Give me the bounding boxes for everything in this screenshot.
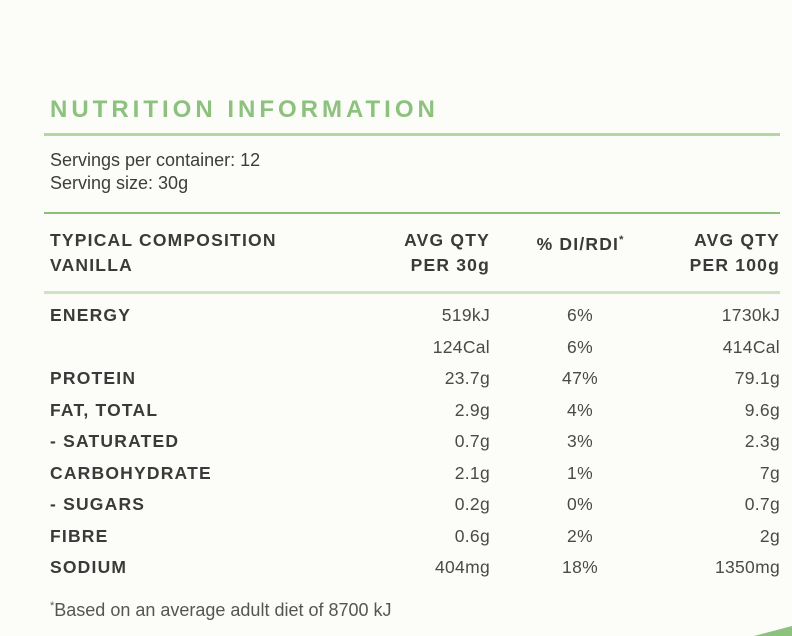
header-composition-line2: VANILLA	[50, 255, 133, 275]
nutrient-label: ENERGY	[50, 305, 132, 326]
qty-30g-value: 124Cal	[432, 336, 490, 357]
di-rdi-value: 3%	[567, 431, 593, 452]
header-qty30-line1: AVG QTY	[404, 230, 490, 250]
qty-30g-value: 404mg	[434, 557, 490, 578]
table-row: SODIUM 404mg 18% 1350mg	[44, 552, 780, 584]
qty-100g-value: 79.1g	[734, 368, 780, 389]
qty-30g-value: 2.9g	[454, 399, 490, 420]
qty-30g-value: 0.2g	[454, 494, 490, 515]
nutrient-label: FIBRE	[50, 525, 109, 546]
header-composition-line1: TYPICAL COMPOSITION	[50, 230, 277, 250]
page-title: NUTRITION INFORMATION	[50, 96, 439, 123]
table-row: CARBOHYDRATE 2.1g 1% 7g	[44, 458, 780, 490]
footnote-text: Based on an average adult diet of 8700 k…	[54, 599, 392, 620]
di-rdi-value: 1%	[567, 462, 593, 483]
qty-30g-value: 23.7g	[444, 368, 490, 389]
qty-30g-value: 0.6g	[454, 525, 490, 546]
di-rdi-value: 18%	[562, 557, 598, 578]
header-qty100-line1: AVG QTY	[694, 230, 780, 250]
footnote-asterisk: *	[50, 599, 55, 612]
header-bottom-rule	[44, 291, 780, 294]
qty-100g-value: 2g	[759, 525, 780, 546]
di-rdi-value: 6%	[567, 305, 593, 326]
footnote: *Based on an average adult diet of 8700 …	[44, 600, 780, 621]
table-row: FIBRE 0.6g 2% 2g	[44, 521, 780, 553]
table-row: 124Cal 6% 414Cal	[44, 332, 780, 364]
header-qty-100g: AVG QTY PER 100g	[670, 228, 780, 278]
di-rdi-value: 47%	[562, 368, 598, 389]
table-row: - SATURATED 0.7g 3% 2.3g	[44, 426, 780, 458]
di-rdi-value: 4%	[567, 399, 593, 420]
di-rdi-value: 0%	[567, 494, 593, 515]
table-header-row: TYPICAL COMPOSITION VANILLA AVG QTY PER …	[44, 228, 780, 278]
header-di-asterisk: *	[619, 234, 624, 246]
header-top-rule	[44, 212, 780, 214]
table-row: PROTEIN 23.7g 47% 79.1g	[44, 363, 780, 395]
qty-100g-value: 1350mg	[714, 557, 780, 578]
qty-30g-value: 519kJ	[441, 305, 490, 326]
table-row: FAT, TOTAL 2.9g 4% 9.6g	[44, 395, 780, 427]
di-rdi-value: 6%	[567, 336, 593, 357]
di-rdi-value: 2%	[567, 525, 593, 546]
corner-green-wedge	[754, 626, 792, 636]
table-row: ENERGY 519kJ 6% 1730kJ	[44, 300, 780, 332]
servings-per-container: Servings per container: 12	[50, 150, 261, 170]
table-body: ENERGY 519kJ 6% 1730kJ 124Cal 6% 414Cal …	[44, 300, 780, 584]
panel-content: NUTRITION INFORMATION Servings per conta…	[44, 0, 780, 621]
qty-100g-value: 1730kJ	[721, 305, 780, 326]
qty-100g-value: 0.7g	[744, 494, 780, 515]
header-qty30-line2: PER 30g	[410, 255, 490, 275]
serving-size: Serving size: 30g	[50, 173, 189, 193]
table-row: - SUGARS 0.2g 0% 0.7g	[44, 489, 780, 521]
nutrient-label: - SATURATED	[50, 431, 180, 452]
nutrient-label: - SUGARS	[50, 494, 146, 515]
title-rule	[44, 133, 780, 136]
qty-100g-value: 9.6g	[744, 399, 780, 420]
qty-100g-value: 7g	[759, 462, 780, 483]
nutrient-label: CARBOHYDRATE	[50, 462, 212, 483]
header-qty-30g: AVG QTY PER 30g	[344, 228, 490, 278]
header-composition: TYPICAL COMPOSITION VANILLA	[44, 228, 344, 278]
servings-block: Servings per container: 12 Serving size:…	[44, 149, 780, 195]
qty-30g-value: 2.1g	[454, 462, 490, 483]
nutrient-label: FAT, TOTAL	[50, 399, 159, 420]
qty-30g-value: 0.7g	[454, 431, 490, 452]
nutrient-label: SODIUM	[50, 557, 128, 578]
header-qty100-line2: PER 100g	[689, 255, 780, 275]
qty-100g-value: 414Cal	[722, 336, 780, 357]
qty-100g-value: 2.3g	[744, 431, 780, 452]
header-di-label: % DI/RDI	[536, 233, 620, 254]
nutrient-label: PROTEIN	[50, 368, 137, 389]
header-di-rdi: % DI/RDI*	[490, 228, 670, 257]
